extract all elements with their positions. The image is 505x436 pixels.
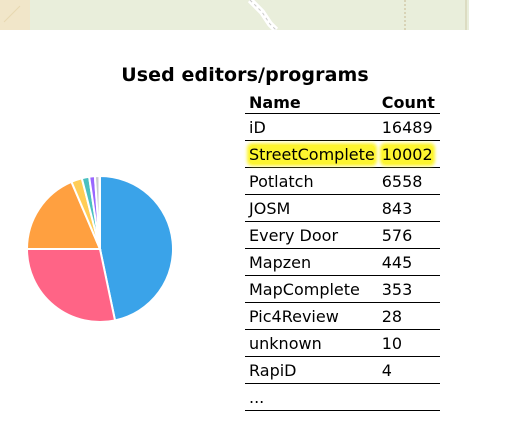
editor-name-cell: Potlatch (245, 167, 378, 195)
editor-count: 28 (381, 306, 403, 326)
editor-count-cell: 843 (377, 194, 440, 222)
editor-count: 576 (381, 225, 413, 245)
table-row: MapComplete 353 (245, 275, 440, 303)
editor-count-cell: 6558 (377, 167, 440, 195)
table-header-row: Name Count (245, 91, 440, 114)
table-row: StreetComplete 10002 (245, 140, 440, 168)
pie-slice-streetcomplete[interactable] (26, 247, 117, 323)
editor-name: RapiD (249, 360, 297, 380)
editor-name: unknown (249, 333, 322, 353)
table-row: Pic4Review 28 (245, 302, 440, 330)
editors-pie-chart (25, 174, 174, 323)
editors-table: Name Count iD 16489 StreetComplete 10002 Pot… (245, 91, 440, 411)
table-row-more: ... (245, 383, 440, 411)
table-row: JOSM 843 (245, 194, 440, 222)
more-ellipsis: ... (245, 383, 378, 411)
table-body: iD 16489 StreetComplete 10002 Potlatch 6558 JO… (245, 113, 440, 411)
editor-name-cell: Every Door (245, 221, 378, 249)
more-empty-cell (377, 383, 440, 411)
editor-name: JOSM (249, 198, 291, 218)
editor-name-cell: iD (245, 113, 378, 141)
editor-count: 843 (381, 198, 413, 218)
editor-count: 10002 (381, 144, 433, 164)
table-row: Potlatch 6558 (245, 167, 440, 195)
editor-count: 6558 (381, 171, 423, 191)
pie-slice-id[interactable] (99, 174, 174, 322)
editor-count-cell: 16489 (377, 113, 440, 141)
editor-name: iD (249, 117, 266, 137)
editor-count-cell: 10 (377, 329, 440, 357)
editor-count-cell: 28 (377, 302, 440, 330)
editor-name: Mapzen (249, 252, 312, 272)
table-row: Every Door 576 (245, 221, 440, 249)
table-row: RapiD 4 (245, 356, 440, 384)
editor-name: StreetComplete (249, 144, 375, 164)
editor-name: Every Door (249, 225, 339, 245)
editor-name-cell: Mapzen (245, 248, 378, 276)
editor-name-cell: unknown (245, 329, 378, 357)
column-header-count: Count (377, 91, 440, 114)
pie-slice-potlatch[interactable] (25, 180, 102, 251)
editor-name: Pic4Review (249, 306, 339, 326)
editor-name: MapComplete (249, 279, 360, 299)
editor-count-cell: 576 (377, 221, 440, 249)
editor-name-cell: RapiD (245, 356, 378, 384)
editor-count-cell: 4 (377, 356, 440, 384)
editor-count: 10 (381, 333, 403, 353)
editor-count-cell: 10002 (377, 140, 440, 168)
editor-count: 16489 (381, 117, 433, 137)
column-header-name: Name (245, 91, 378, 114)
editor-count: 353 (381, 279, 413, 299)
table-row: unknown 10 (245, 329, 440, 357)
editor-name: Potlatch (249, 171, 314, 191)
editor-name-cell: MapComplete (245, 275, 378, 303)
map-preview[interactable] (0, 0, 469, 30)
editor-count: 445 (381, 252, 413, 272)
editor-count-cell: 353 (377, 275, 440, 303)
editor-count: 4 (381, 360, 392, 380)
editor-name-cell: StreetComplete (245, 140, 378, 168)
table-row: iD 16489 (245, 113, 440, 141)
editor-name-cell: Pic4Review (245, 302, 378, 330)
section-title: Used editors/programs (121, 64, 369, 86)
table-row: Mapzen 445 (245, 248, 440, 276)
editor-count-cell: 445 (377, 248, 440, 276)
editor-name-cell: JOSM (245, 194, 378, 222)
